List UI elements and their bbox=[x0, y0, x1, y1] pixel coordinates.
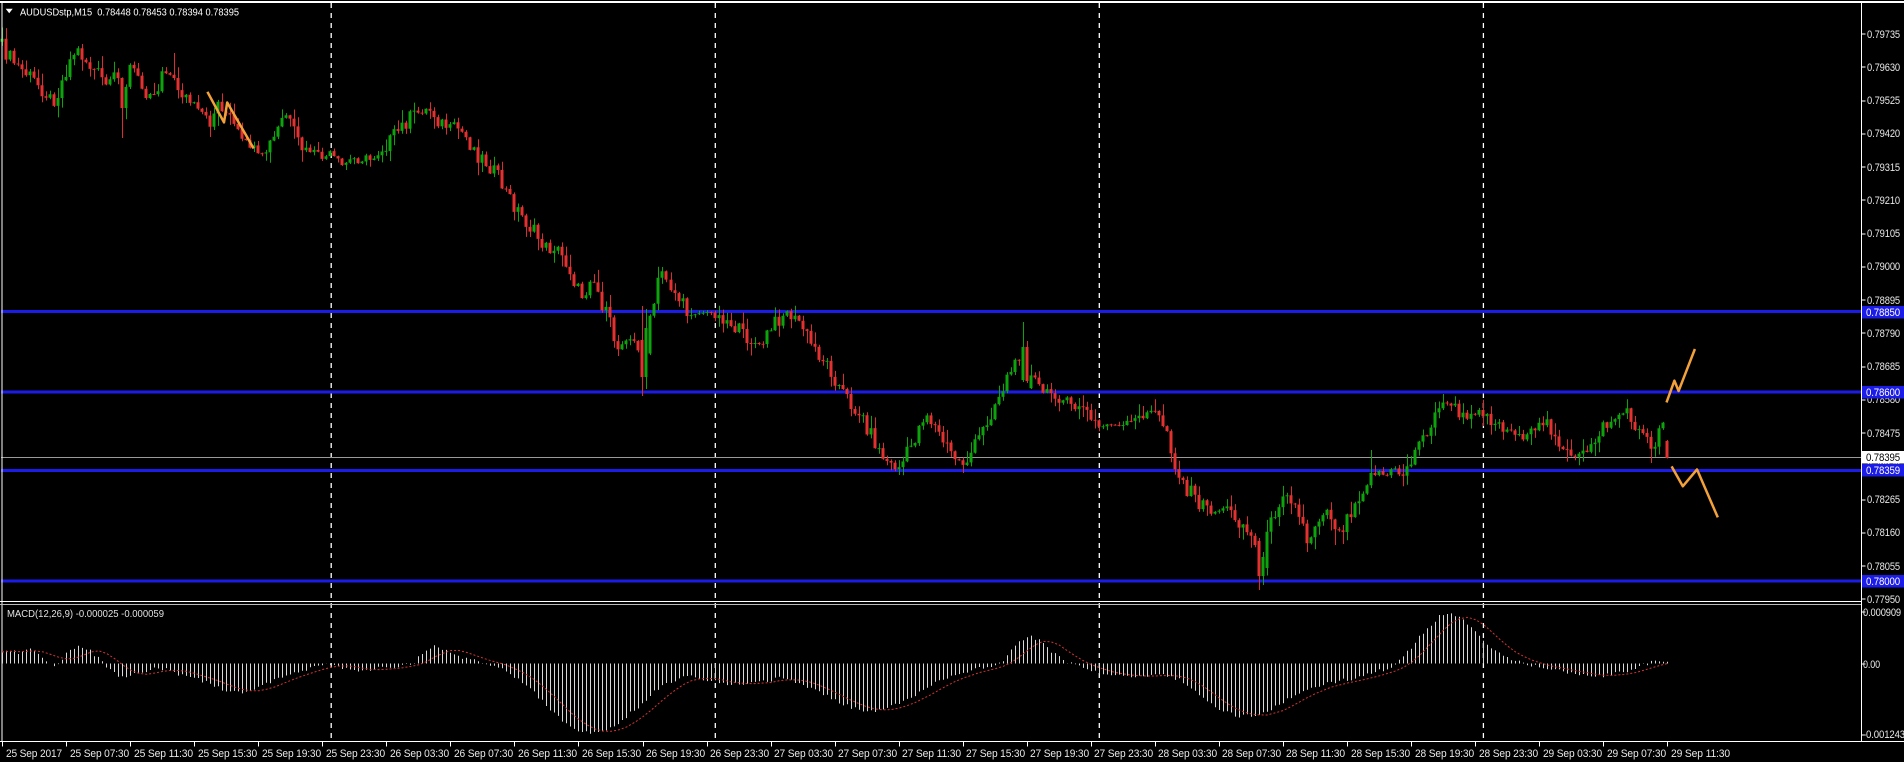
svg-text:MACD(12,26,9) -0.000025 -0.000: MACD(12,26,9) -0.000025 -0.000059 bbox=[7, 608, 164, 620]
svg-text:0.79315: 0.79315 bbox=[1867, 162, 1900, 174]
svg-text:0.79420: 0.79420 bbox=[1867, 128, 1900, 140]
svg-text:0.00: 0.00 bbox=[1863, 659, 1880, 671]
svg-text:28 Sep 07:30: 28 Sep 07:30 bbox=[1222, 748, 1281, 760]
svg-text:28 Sep 11:30: 28 Sep 11:30 bbox=[1286, 748, 1345, 760]
svg-text:29 Sep 07:30: 29 Sep 07:30 bbox=[1607, 748, 1666, 760]
svg-text:0.000909: 0.000909 bbox=[1863, 607, 1901, 619]
svg-text:25 Sep 23:30: 25 Sep 23:30 bbox=[326, 748, 385, 760]
svg-text:26 Sep 15:30: 26 Sep 15:30 bbox=[582, 748, 641, 760]
svg-text:0.78600: 0.78600 bbox=[1866, 387, 1900, 399]
svg-text:27 Sep 07:30: 27 Sep 07:30 bbox=[838, 748, 897, 760]
svg-text:25 Sep 11:30: 25 Sep 11:30 bbox=[134, 748, 193, 760]
svg-text:0.79735: 0.79735 bbox=[1867, 29, 1900, 41]
svg-text:27 Sep 15:30: 27 Sep 15:30 bbox=[966, 748, 1025, 760]
svg-text:26 Sep 07:30: 26 Sep 07:30 bbox=[454, 748, 513, 760]
svg-text:27 Sep 19:30: 27 Sep 19:30 bbox=[1030, 748, 1089, 760]
svg-text:26 Sep 11:30: 26 Sep 11:30 bbox=[518, 748, 577, 760]
svg-text:27 Sep 11:30: 27 Sep 11:30 bbox=[902, 748, 961, 760]
svg-text:27 Sep 23:30: 27 Sep 23:30 bbox=[1094, 748, 1153, 760]
svg-text:0.78359: 0.78359 bbox=[1866, 465, 1900, 477]
svg-text:0.79210: 0.79210 bbox=[1867, 195, 1900, 207]
svg-text:26 Sep 03:30: 26 Sep 03:30 bbox=[390, 748, 449, 760]
svg-text:28 Sep 03:30: 28 Sep 03:30 bbox=[1158, 748, 1217, 760]
svg-text:0.78790: 0.78790 bbox=[1867, 328, 1900, 340]
svg-text:0.79000: 0.79000 bbox=[1867, 261, 1900, 273]
svg-text:0.79630: 0.79630 bbox=[1867, 62, 1900, 74]
svg-text:25 Sep 15:30: 25 Sep 15:30 bbox=[198, 748, 257, 760]
svg-text:0.78895: 0.78895 bbox=[1867, 295, 1900, 307]
svg-text:0.78000: 0.78000 bbox=[1866, 576, 1900, 588]
svg-text:0.78685: 0.78685 bbox=[1867, 361, 1900, 373]
svg-text:AUDUSDstp,M15 0.78448 0.78453: AUDUSDstp,M15 0.78448 0.78453 0.78394 0.… bbox=[20, 8, 239, 19]
svg-text:0.78055: 0.78055 bbox=[1867, 561, 1900, 573]
svg-text:0.77950: 0.77950 bbox=[1867, 594, 1900, 606]
svg-text:0.78265: 0.78265 bbox=[1867, 494, 1900, 506]
svg-text:28 Sep 15:30: 28 Sep 15:30 bbox=[1351, 748, 1410, 760]
svg-text:28 Sep 19:30: 28 Sep 19:30 bbox=[1415, 748, 1474, 760]
svg-text:0.78850: 0.78850 bbox=[1866, 307, 1900, 319]
svg-text:25 Sep 2017: 25 Sep 2017 bbox=[6, 748, 62, 760]
svg-text:-0.001243: -0.001243 bbox=[1863, 729, 1904, 741]
svg-text:27 Sep 03:30: 27 Sep 03:30 bbox=[774, 748, 833, 760]
svg-text:0.78475: 0.78475 bbox=[1867, 428, 1900, 440]
svg-text:28 Sep 23:30: 28 Sep 23:30 bbox=[1479, 748, 1538, 760]
svg-text:29 Sep 03:30: 29 Sep 03:30 bbox=[1543, 748, 1602, 760]
svg-text:29 Sep 11:30: 29 Sep 11:30 bbox=[1671, 748, 1730, 760]
svg-text:0.79525: 0.79525 bbox=[1867, 95, 1900, 107]
svg-text:0.78395: 0.78395 bbox=[1866, 452, 1900, 464]
svg-text:25 Sep 19:30: 25 Sep 19:30 bbox=[262, 748, 321, 760]
svg-text:0.79105: 0.79105 bbox=[1867, 228, 1900, 240]
svg-text:25 Sep 07:30: 25 Sep 07:30 bbox=[70, 748, 129, 760]
svg-text:26 Sep 19:30: 26 Sep 19:30 bbox=[646, 748, 705, 760]
svg-text:0.78160: 0.78160 bbox=[1867, 527, 1900, 539]
svg-text:26 Sep 23:30: 26 Sep 23:30 bbox=[710, 748, 769, 760]
